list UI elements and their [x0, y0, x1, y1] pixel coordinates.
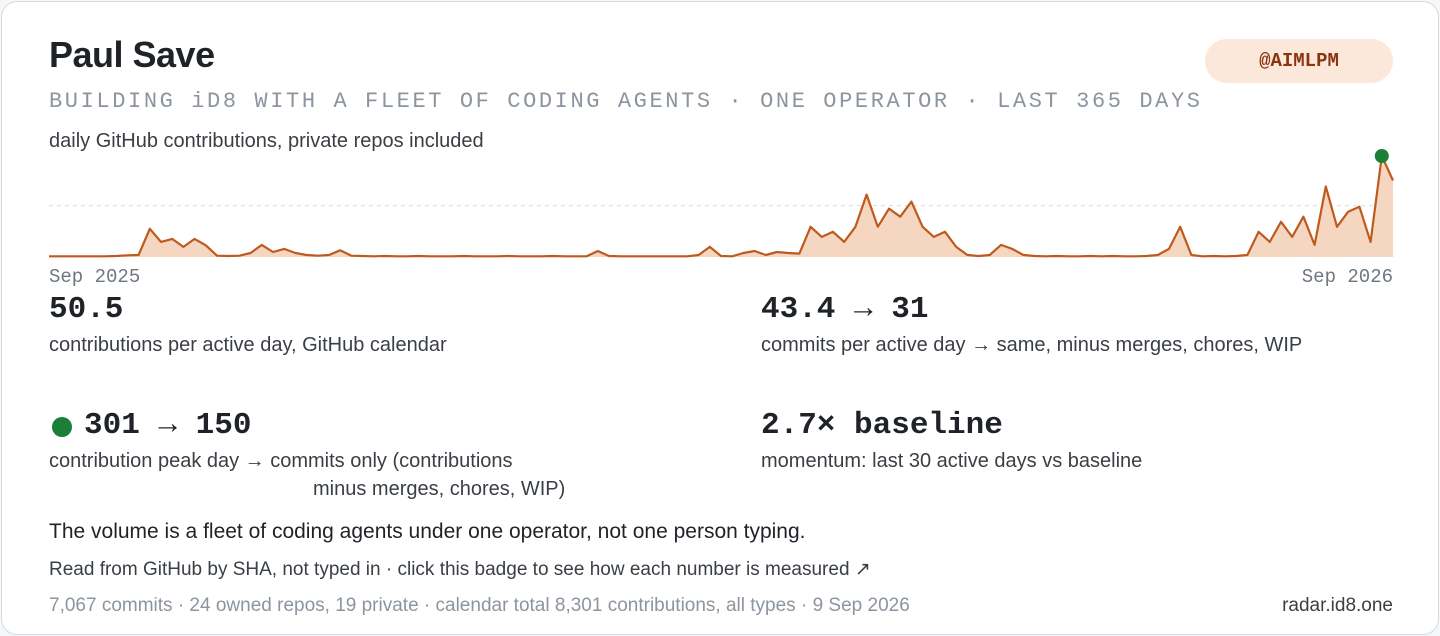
x-tick-label: Sep 2025 [49, 266, 140, 288]
sparkline: Sep 2025 Sep 2026 [49, 149, 1395, 288]
stat-value: 43.4 → 31 [761, 292, 929, 327]
line [49, 154, 1395, 258]
handle-pill[interactable]: @AIMLPM [1205, 39, 1393, 83]
stat-label: minus merges, chores, WIP) [313, 478, 566, 500]
stat-label: contribution peak day → commits only (co… [49, 450, 513, 472]
stat-value: 2.7× baseline [761, 408, 1003, 443]
peak-dot [1374, 149, 1389, 163]
domain: radar.id8.one [1282, 595, 1393, 616]
stat-label: momentum: last 30 active days vs baselin… [761, 450, 1143, 472]
stat-value: 301 → 150 [84, 408, 252, 443]
peak-dot-legend [52, 417, 72, 437]
x-tick-label: Sep 2026 [1302, 266, 1393, 288]
meta: 7,067 commits · 24 owned repos, 19 priva… [49, 595, 910, 616]
subtitle: daily GitHub contributions, private repo… [49, 130, 484, 152]
stat-label: contributions per active day, GitHub cal… [49, 334, 447, 356]
note: The volume is a fleet of coding agents u… [49, 520, 806, 543]
stat-label: commits per active day → same, minus mer… [761, 334, 1303, 356]
name: Paul Save [49, 34, 215, 75]
tagline: BUILDING iD8 WITH A FLEET OF CODING AGEN… [49, 89, 1203, 114]
source-link[interactable]: Read from GitHub by SHA, not typed in · … [49, 559, 871, 580]
area [49, 156, 1393, 257]
stat-value: 50.5 [49, 292, 124, 327]
